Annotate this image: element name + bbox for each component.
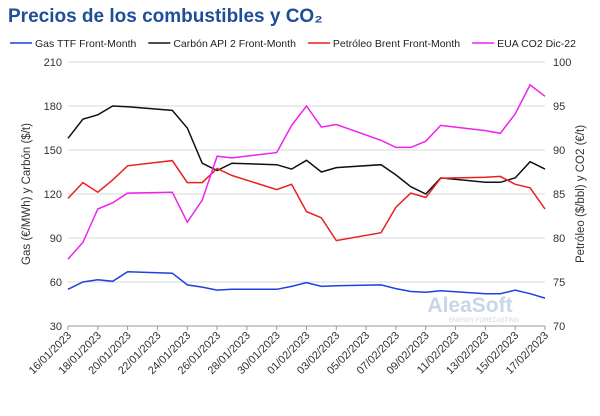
- legend-label: Petróleo Brent Front-Month: [333, 38, 460, 50]
- y2-tick-label: 70: [553, 321, 565, 333]
- legend-label: Carbón API 2 Front-Month: [173, 38, 296, 50]
- y-tick-label: 120: [44, 189, 62, 201]
- y-tick-label: 180: [44, 101, 62, 113]
- y-tick-label: 60: [50, 277, 62, 289]
- y-tick-label: 150: [44, 145, 62, 157]
- watermark-sub: ENERGY FORECASTING: [449, 318, 520, 324]
- y2-axis-label: Petróleo ($/bbl) y CO2 (€/t): [575, 125, 587, 263]
- watermark: AleaSoft: [427, 294, 512, 317]
- y2-tick-label: 95: [553, 101, 565, 113]
- y2-tick-label: 100: [553, 57, 571, 69]
- y-tick-label: 210: [44, 57, 62, 69]
- series-line: [67, 159, 546, 242]
- y2-tick-label: 90: [553, 145, 565, 157]
- series-line: [67, 105, 546, 195]
- chart-title: Precios de los combustibles y CO₂: [8, 6, 323, 27]
- y2-tick-label: 75: [553, 277, 565, 289]
- legend-label: EUA CO2 Dic-22: [497, 38, 576, 50]
- y2-tick-label: 80: [553, 233, 565, 245]
- series-line: [67, 83, 546, 260]
- y-tick-label: 30: [50, 321, 62, 333]
- series-line: [67, 270, 546, 299]
- y-axis-label: Gas (€/MWh) y Carbón ($/t): [21, 123, 33, 265]
- legend-label: Gas TTF Front-Month: [35, 38, 136, 50]
- y2-tick-label: 85: [553, 189, 565, 201]
- y-tick-label: 90: [50, 233, 62, 245]
